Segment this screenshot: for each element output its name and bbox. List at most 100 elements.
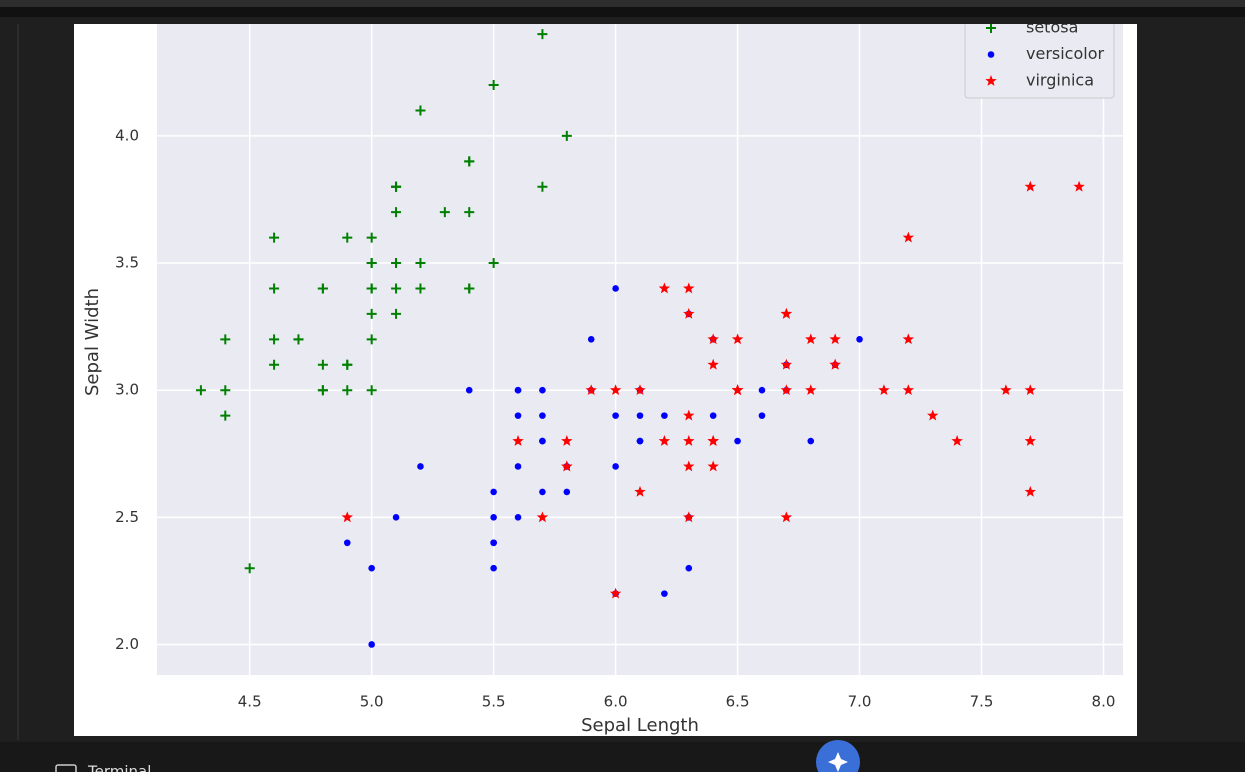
- point: [707, 435, 719, 446]
- point: [317, 283, 328, 294]
- point: [269, 232, 280, 243]
- point: [707, 333, 719, 345]
- point: [587, 336, 595, 343]
- point: [439, 207, 450, 218]
- point: [490, 564, 497, 572]
- point: [342, 385, 353, 396]
- point: [683, 435, 695, 446]
- point: [1024, 180, 1037, 192]
- point: [539, 386, 546, 394]
- point: [829, 358, 841, 370]
- point: [343, 539, 351, 547]
- legend-marker: [986, 24, 996, 33]
- point: [807, 437, 815, 445]
- point: [269, 334, 280, 345]
- point: [341, 511, 353, 523]
- point: [417, 463, 424, 470]
- point: [731, 384, 744, 396]
- point: [220, 385, 231, 396]
- point: [464, 283, 475, 294]
- point: [658, 435, 671, 446]
- point: [368, 564, 375, 572]
- point: [683, 282, 695, 294]
- point: [561, 460, 573, 472]
- point: [391, 258, 402, 269]
- point: [195, 385, 206, 396]
- point: [1024, 435, 1037, 446]
- point: [536, 511, 549, 523]
- point: [636, 412, 644, 419]
- point: [758, 386, 766, 394]
- top-strip: [0, 7, 1245, 17]
- point: [342, 359, 353, 370]
- point: [634, 384, 646, 396]
- point: [490, 539, 497, 547]
- point: [514, 463, 522, 470]
- point: [734, 437, 741, 445]
- point: [366, 283, 377, 294]
- x-tick-label: 5.5: [482, 693, 506, 711]
- point: [661, 590, 668, 597]
- y-tick-label: 2.0: [115, 635, 139, 653]
- point: [1024, 384, 1037, 396]
- terminal-icon[interactable]: [55, 764, 77, 772]
- point: [465, 386, 473, 394]
- point: [683, 409, 695, 421]
- point: [805, 333, 817, 345]
- x-tick-label: 4.5: [238, 693, 262, 711]
- point: [609, 384, 622, 396]
- point: [317, 359, 328, 370]
- point: [317, 385, 328, 396]
- point: [685, 564, 693, 572]
- point: [512, 435, 524, 446]
- point: [537, 181, 548, 192]
- point: [342, 232, 353, 243]
- point: [464, 207, 475, 218]
- legend-marker: [987, 51, 995, 58]
- point: [269, 283, 280, 294]
- point: [391, 181, 402, 192]
- point: [244, 563, 255, 574]
- point: [514, 412, 522, 419]
- y-tick-label: 4.0: [115, 126, 139, 144]
- point: [539, 488, 546, 496]
- point: [758, 412, 766, 419]
- point: [490, 488, 497, 496]
- point: [829, 333, 841, 345]
- assistant-icon: [828, 752, 848, 772]
- point: [683, 460, 695, 472]
- point: [612, 412, 619, 419]
- point: [537, 29, 548, 40]
- legend-marker: [985, 75, 997, 86]
- point: [683, 307, 695, 319]
- point: [636, 437, 644, 445]
- point: [805, 384, 817, 396]
- point: [780, 511, 793, 523]
- legend-label: setosa: [1026, 18, 1078, 37]
- x-tick-label: 7.0: [848, 693, 872, 711]
- x-tick-label: 7.5: [970, 693, 994, 711]
- point: [780, 358, 793, 370]
- point: [707, 460, 719, 472]
- point: [927, 409, 939, 421]
- point: [366, 232, 377, 243]
- legend-box: [964, 24, 1115, 99]
- point: [1024, 485, 1037, 497]
- point: [612, 285, 619, 292]
- point: [658, 282, 671, 294]
- panel-tab[interactable]: Terminal: [87, 763, 151, 772]
- plot-area: [157, 24, 1123, 675]
- point: [391, 207, 402, 218]
- point: [514, 514, 522, 521]
- point: [1000, 384, 1012, 396]
- point: [269, 359, 280, 370]
- point: [709, 412, 717, 419]
- point: [488, 258, 499, 269]
- point: [634, 485, 646, 497]
- point: [661, 412, 668, 419]
- legend-label: virginica: [1026, 71, 1094, 90]
- x-axis-label: Sepal Length: [581, 715, 699, 736]
- point: [488, 80, 499, 91]
